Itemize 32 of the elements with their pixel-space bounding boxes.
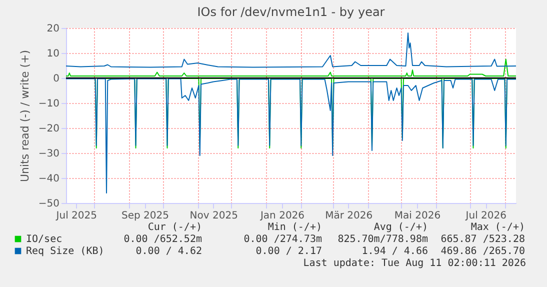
text: Max (-/+) bbox=[470, 222, 525, 233]
text: 0.00 / 2.17 bbox=[256, 246, 322, 257]
x-tick-label: Sep 2025 bbox=[122, 210, 169, 222]
text: 469.86 /265.70 bbox=[440, 246, 525, 257]
y-tick-label: −50 bbox=[38, 198, 60, 210]
y-tick-label: 0 bbox=[53, 74, 60, 84]
y-axis-title: Units read (-) / write (+) bbox=[18, 50, 32, 182]
x-tick-label: Nov 2025 bbox=[190, 210, 238, 222]
text: 0.00 / 4.62 bbox=[136, 246, 202, 257]
x-tick-label: Mär 2026 bbox=[325, 210, 373, 222]
y-tick-label: 10 bbox=[46, 48, 60, 60]
text: Avg (-/+) bbox=[374, 222, 428, 233]
x-tick-label: Mai 2026 bbox=[394, 210, 441, 222]
text: 1.94 / 4.66 bbox=[362, 246, 428, 257]
text: Min (-/+) bbox=[268, 222, 322, 233]
chart-title: IOs for /dev/nvme1n1 - by year bbox=[197, 5, 385, 19]
legend-label: IO/sec bbox=[26, 234, 62, 245]
text: 825.70m/778.98m bbox=[338, 234, 428, 245]
text: 0.00 /274.73m bbox=[244, 234, 322, 245]
legend-label: Req Size (KB) bbox=[26, 246, 104, 257]
text: 0.00 /652.52m bbox=[124, 234, 202, 245]
text: 665.87 /523.28 bbox=[440, 234, 525, 245]
x-tick-label: Jan 2026 bbox=[259, 210, 305, 222]
text: Cur (-/+) bbox=[148, 222, 202, 233]
y-tick-label: −20 bbox=[38, 124, 60, 134]
y-tick-label: −30 bbox=[38, 148, 60, 160]
y-tick-label: 20 bbox=[46, 24, 60, 34]
x-tick-label: Jul 2026 bbox=[464, 210, 506, 222]
y-tick-label: −40 bbox=[38, 174, 60, 184]
x-tick-label: Jul 2025 bbox=[55, 210, 97, 222]
text: Last update: Tue Aug 11 02:00:11 2026 bbox=[303, 258, 526, 269]
y-tick-label: −10 bbox=[38, 98, 60, 110]
